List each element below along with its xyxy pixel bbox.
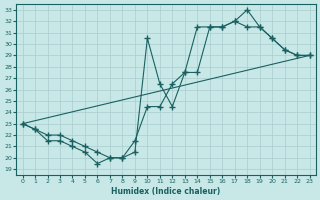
X-axis label: Humidex (Indice chaleur): Humidex (Indice chaleur)	[111, 187, 221, 196]
